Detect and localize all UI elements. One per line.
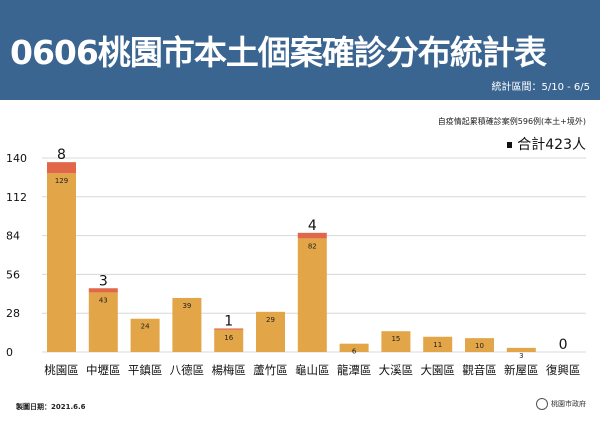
base-value-label: 15 xyxy=(391,335,400,343)
x-category-label: 楊梅區 xyxy=(211,363,246,377)
cumulative-note: 自疫情起累積確診案例596例(本土+境外) xyxy=(437,117,586,126)
base-value-label: 24 xyxy=(141,323,150,331)
base-value-label: 6 xyxy=(352,348,357,356)
x-category-label: 新屋區 xyxy=(504,363,539,377)
base-value-label: 29 xyxy=(266,316,275,324)
y-tick-label: 84 xyxy=(6,230,20,243)
bar-top xyxy=(214,328,244,330)
bar-top xyxy=(297,232,327,239)
page-title: 0606桃園市本土個案確診分布統計表 xyxy=(10,33,547,72)
government-logo: 桃園市政府 xyxy=(536,398,586,410)
bar-top xyxy=(47,162,76,174)
y-tick-label: 112 xyxy=(6,191,27,204)
base-value-label: 10 xyxy=(475,342,484,350)
bar-base xyxy=(256,311,285,352)
base-value-label: 39 xyxy=(182,302,191,310)
bar-top xyxy=(88,288,118,293)
top-value-label: 3 xyxy=(99,273,108,289)
base-value-label: 129 xyxy=(55,177,68,185)
x-category-label: 桃園區 xyxy=(44,363,79,377)
base-value-label: 16 xyxy=(224,334,233,342)
x-category-label: 大園區 xyxy=(420,363,455,377)
top-value-label: 1 xyxy=(224,313,233,329)
logo-text: 桃園市政府 xyxy=(551,400,586,408)
base-value-label: 82 xyxy=(308,242,317,250)
y-tick-label: 56 xyxy=(6,268,20,281)
x-category-label: 八德區 xyxy=(170,363,205,377)
base-value-label: 11 xyxy=(433,341,442,349)
x-category-label: 蘆竹區 xyxy=(253,363,288,377)
top-value-label: 0 xyxy=(559,337,568,353)
header-banner: 0606桃園市本土個案確診分布統計表 統計區間：5/10 - 6/5 xyxy=(0,0,600,100)
bar-base xyxy=(423,336,453,352)
x-category-label: 觀音區 xyxy=(462,363,497,377)
bar-base xyxy=(465,338,494,352)
bar-base xyxy=(130,318,160,352)
bar-base xyxy=(339,343,369,352)
total-legend: 合計423人 xyxy=(507,134,586,154)
x-category-label: 平鎮區 xyxy=(128,363,163,377)
y-tick-label: 0 xyxy=(6,346,13,359)
x-category-label: 龍潭區 xyxy=(337,363,372,377)
bar-base xyxy=(172,297,202,352)
total-text: 合計423人 xyxy=(517,137,586,153)
x-category-label: 復興區 xyxy=(546,363,581,377)
bar-base xyxy=(506,347,536,352)
base-value-label: 43 xyxy=(99,296,108,304)
bar-base xyxy=(47,173,76,352)
bar-base xyxy=(381,331,411,352)
seal-icon xyxy=(536,398,548,410)
bar-base xyxy=(297,238,327,352)
top-value-label: 4 xyxy=(308,218,317,234)
x-category-label: 龜山區 xyxy=(295,363,330,377)
legend-square-icon xyxy=(507,142,513,148)
base-value-label: 3 xyxy=(519,352,523,360)
x-category-label: 大溪區 xyxy=(379,363,414,377)
date-range: 統計區間：5/10 - 6/5 xyxy=(491,82,590,93)
y-tick-label: 140 xyxy=(6,152,27,165)
y-tick-label: 28 xyxy=(6,307,20,320)
chart-date: 製圖日期：2021.6.6 xyxy=(16,403,86,411)
x-category-label: 中壢區 xyxy=(86,363,121,377)
bar-base xyxy=(88,292,118,352)
bar-base xyxy=(214,329,244,352)
top-value-label: 8 xyxy=(57,147,66,163)
